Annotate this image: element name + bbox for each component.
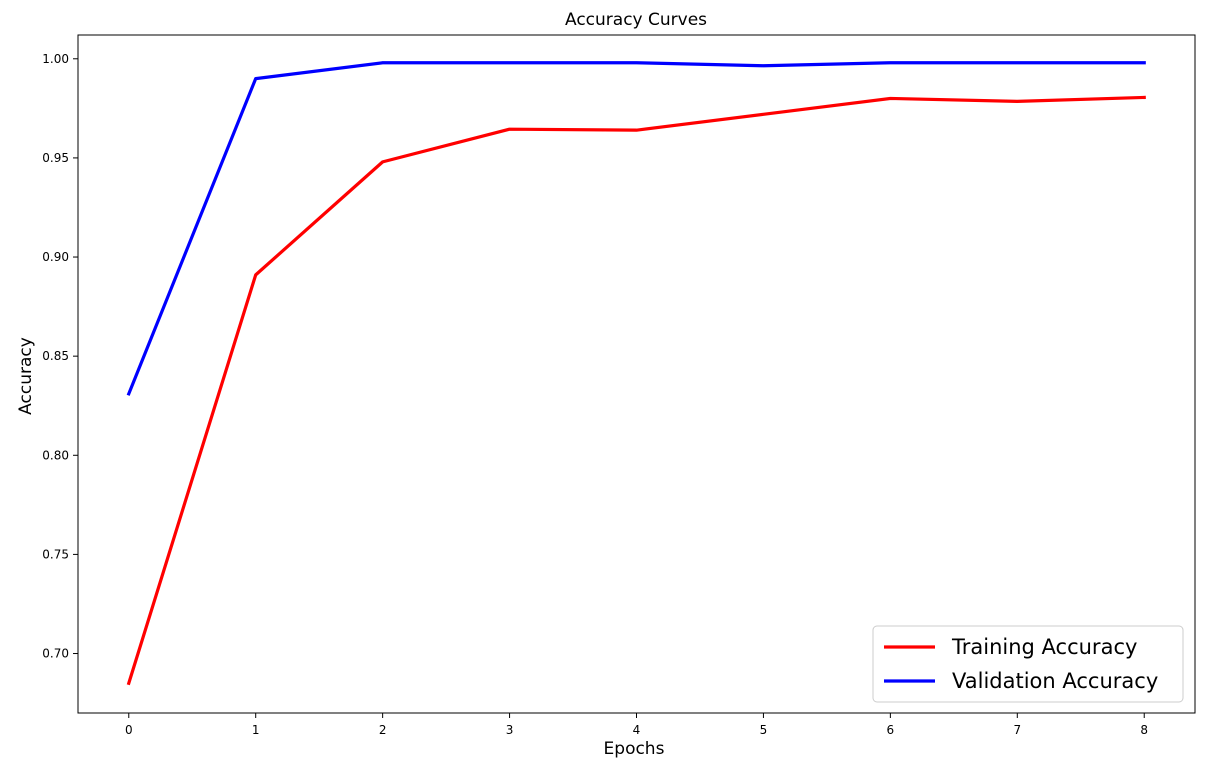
y-tick-label: 1.00	[42, 52, 69, 66]
y-axis-label: Accuracy	[16, 337, 36, 415]
y-tick-label: 0.80	[42, 448, 69, 462]
y-tick-label: 0.90	[42, 250, 69, 264]
x-tick-label: 8	[1140, 723, 1148, 737]
legend-label-training-accuracy: Training Accuracy	[951, 635, 1137, 659]
x-axis-ticks: 0 1 2 3 4 5 6 7 8	[125, 713, 1148, 737]
series-line-validation-accuracy	[126, 61, 1146, 396]
legend-label-validation-accuracy: Validation Accuracy	[952, 669, 1158, 693]
x-tick-label: 7	[1013, 723, 1021, 737]
chart-title: Accuracy Curves	[565, 10, 707, 30]
y-tick-label: 0.85	[42, 349, 69, 363]
series-line-training-accuracy	[126, 95, 1146, 686]
legend-box	[872, 625, 1184, 703]
y-tick-label: 0.75	[42, 547, 69, 561]
x-axis-label: Epochs	[604, 739, 665, 759]
y-axis-ticks: 0.70 0.75 0.80 0.85 0.90 0.95 1.00	[42, 52, 78, 661]
y-tick-label: 0.95	[42, 151, 69, 165]
x-tick-label: 3	[506, 723, 514, 737]
x-tick-label: 1	[252, 723, 260, 737]
y-tick-label: 0.70	[42, 647, 69, 661]
x-tick-label: 2	[379, 723, 387, 737]
legend: Training Accuracy Validation Accuracy	[872, 625, 1184, 703]
x-tick-label: 6	[887, 723, 895, 737]
x-tick-label: 4	[633, 723, 641, 737]
series-layer	[126, 61, 1146, 686]
x-tick-label: 5	[760, 723, 768, 737]
x-tick-label: 0	[125, 723, 133, 737]
